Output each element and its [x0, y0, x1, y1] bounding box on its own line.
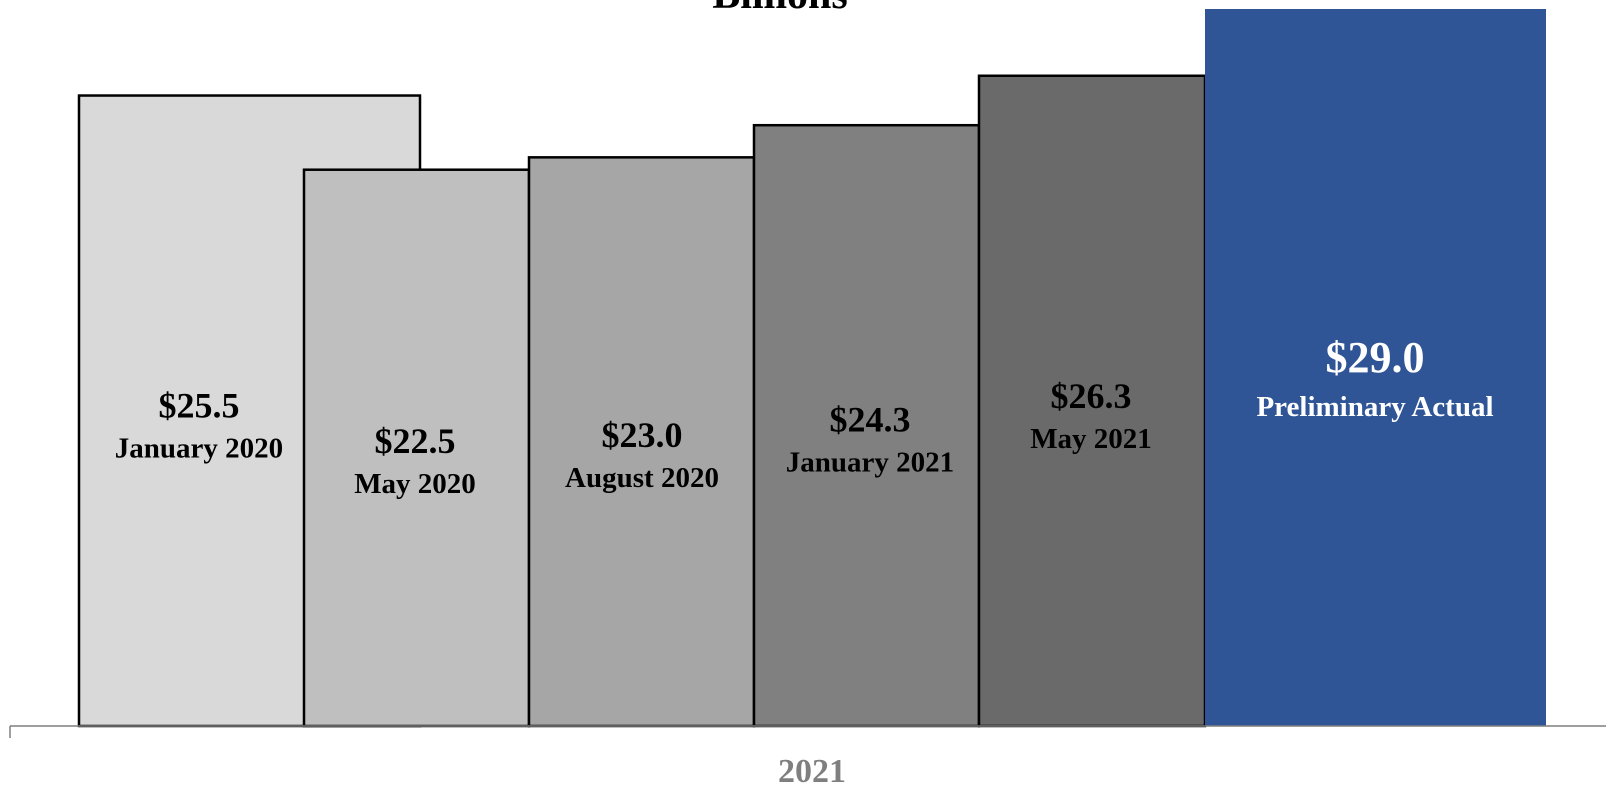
bar-value-label-5: $26.3	[1051, 376, 1132, 416]
bar-value-label-4: $24.3	[830, 400, 911, 440]
bar-3	[527, 156, 756, 728]
bar-category-label-6: Preliminary Actual	[1256, 391, 1493, 423]
bar-value-label-3: $23.0	[602, 415, 683, 455]
bar-category-label-4: January 2021	[786, 447, 954, 479]
bar-category-label-3: August 2020	[565, 462, 719, 494]
bar-value-label-1: $25.5	[159, 385, 240, 425]
bars: $25.5 January 2020 $22.5 May 2020 $23.0 Augus…	[77, 9, 1546, 728]
bar-value-label-2: $22.5	[375, 421, 456, 461]
bar-category-label-2: May 2020	[354, 468, 476, 500]
bar-5	[977, 74, 1207, 728]
bar-category-label-1: January 2020	[115, 432, 283, 464]
chart-title: Billions	[712, 0, 847, 18]
bar-value-label-6: $29.0	[1326, 333, 1425, 382]
bar-2	[302, 168, 531, 728]
bar-6	[1205, 9, 1546, 726]
bar-category-label-5: May 2021	[1030, 423, 1152, 455]
bar-4	[752, 123, 981, 728]
x-tick-label: 2021	[778, 753, 846, 786]
